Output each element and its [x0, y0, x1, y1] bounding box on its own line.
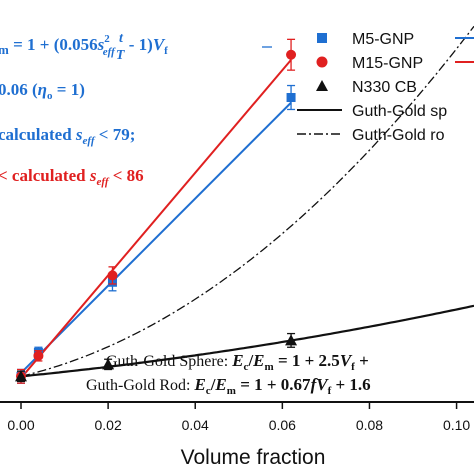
legend-label-m15: M15-GNP	[352, 55, 423, 72]
x-tick-label-0: 0.00	[7, 417, 34, 433]
x-tick-label-4: 0.08	[356, 417, 383, 433]
point-triangle-2-1	[102, 358, 115, 370]
curve-sphere	[20, 304, 474, 378]
legend: M5-GNP M15-GNP N330 CB Guth-Gold sp Guth…	[297, 31, 474, 144]
x-tick-label-5: 0.10	[443, 417, 470, 433]
x-axis-label: Volume fraction	[181, 446, 326, 469]
x-tick-label-3: 0.06	[269, 417, 296, 433]
eta-note: 0.06 (ηo = 1)	[0, 80, 85, 102]
data-points	[15, 38, 298, 384]
legend-item-cb: N330 CB	[316, 79, 417, 96]
x-tick-label-1: 0.02	[94, 417, 121, 433]
point-square-0-3	[286, 93, 296, 103]
legend-item-m5: M5-GNP	[317, 31, 474, 48]
guth-gold-equations: Guth-Gold Sphere: Ec/Em = 1 + 2.5Vf + Gu…	[86, 351, 371, 397]
curve-rod	[20, 25, 474, 377]
legend-marker-m15	[316, 56, 328, 68]
sphere-equation: Guth-Gold Sphere: Ec/Em = 1 + 2.5Vf +	[106, 351, 369, 373]
red-calc-note: < calculated seff < 86	[0, 166, 144, 188]
legend-item-rod: Guth-Gold ro	[297, 127, 445, 144]
legend-marker-cb	[316, 80, 328, 91]
x-tick-label-2: 0.04	[182, 417, 209, 433]
rod-equation: Guth-Gold Rod: Ec/Em = 1 + 0.67fVf + 1.6	[86, 375, 371, 397]
legend-item-sphere: Guth-Gold sp	[297, 103, 447, 120]
blue-calc-note: calculated seff < 79;	[0, 125, 135, 147]
fit-line-0	[20, 101, 292, 374]
point-triangle-2-0	[15, 370, 27, 382]
legend-label-m5: M5-GNP	[352, 31, 414, 48]
point-circle-1-1	[33, 350, 44, 361]
point-triangle-2-2	[285, 334, 298, 346]
legend-marker-m5	[317, 33, 327, 43]
legend-label-sphere: Guth-Gold sp	[352, 103, 447, 120]
legend-label-rod: Guth-Gold ro	[352, 127, 445, 144]
model-curves	[20, 25, 474, 378]
fit-lines	[20, 59, 292, 379]
point-circle-1-2	[107, 270, 118, 281]
fit-line-1	[20, 59, 292, 379]
point-circle-1-3	[286, 49, 297, 60]
legend-label-cb: N330 CB	[352, 79, 417, 96]
legend-item-m15: M15-GNP	[316, 55, 474, 72]
x-ticks: 0.00 0.02 0.04 0.06 0.08 0.10	[7, 402, 470, 433]
